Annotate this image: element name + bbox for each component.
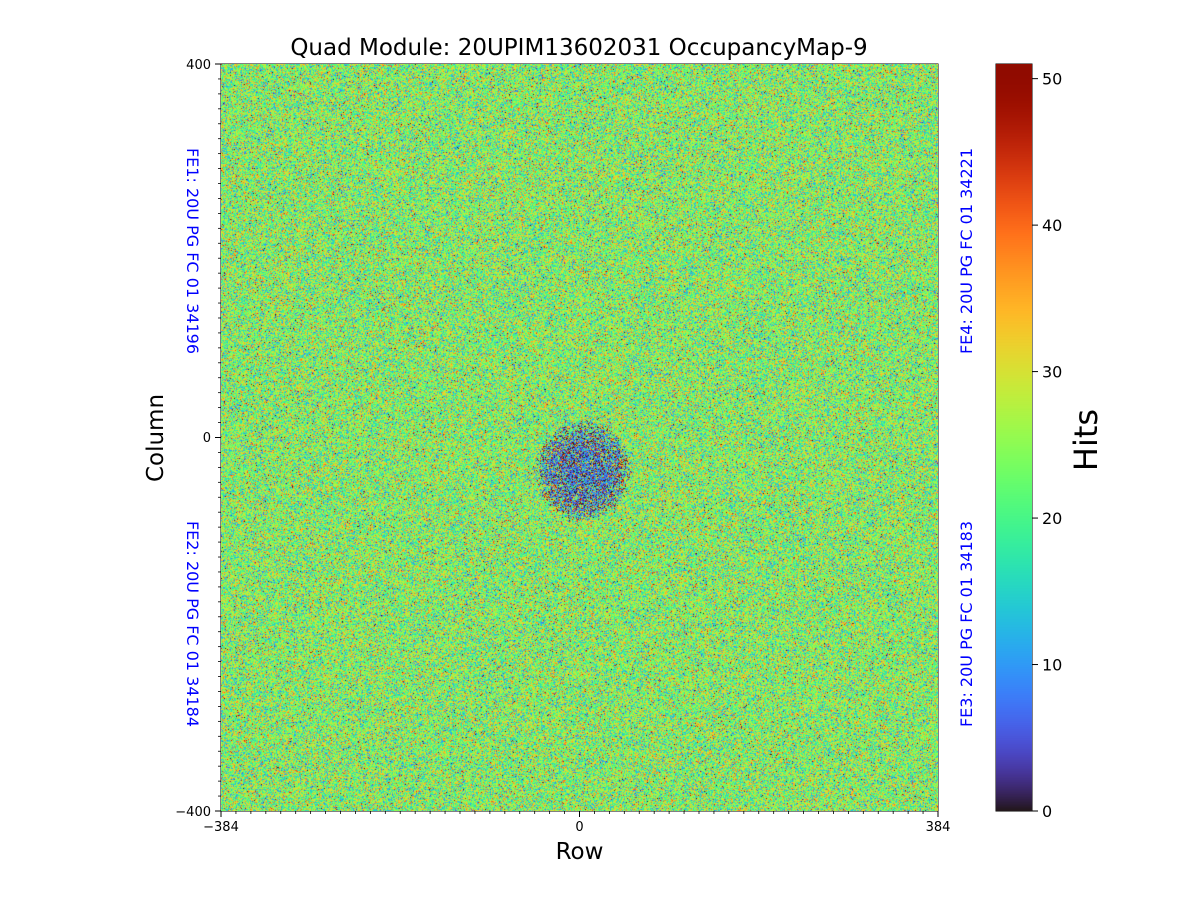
colorbar-label: Hits bbox=[1067, 409, 1105, 471]
major-ticks bbox=[215, 63, 939, 817]
quadrant-label-fe3: FE3: 20U PG FC 01 34183 bbox=[957, 521, 976, 727]
colorbar-tick-label: 40 bbox=[1042, 216, 1062, 235]
colorbar-tick-label: 0 bbox=[1042, 802, 1052, 821]
y-tick-label-max: 400 bbox=[186, 58, 211, 73]
colorbar-gradient bbox=[996, 64, 1032, 811]
x-tick-label-zero: 0 bbox=[575, 820, 583, 835]
colorbar-tick-label: 50 bbox=[1042, 70, 1062, 89]
colorbar-tick-label: 20 bbox=[1042, 509, 1062, 528]
x-axis-label: Row bbox=[556, 839, 604, 865]
quadrant-label-fe1: FE1: 20U PG FC 01 34196 bbox=[183, 148, 202, 354]
occupancy-heatmap bbox=[221, 64, 938, 811]
x-tick-label-min: −384 bbox=[203, 820, 239, 835]
y-axis-label: Column bbox=[143, 394, 169, 482]
colorbar-tick-label: 30 bbox=[1042, 363, 1062, 382]
minor-ticks bbox=[218, 78, 924, 814]
quadrant-label-fe2: FE2: 20U PG FC 01 34184 bbox=[183, 521, 202, 727]
colorbar-ticks: 0 10 20 30 40 50 bbox=[1032, 70, 1062, 821]
colorbar-tick-label: 10 bbox=[1042, 656, 1062, 675]
y-tick-label-zero: 0 bbox=[203, 431, 211, 446]
x-tick-label-max: 384 bbox=[926, 820, 951, 835]
chart-title: Quad Module: 20UPIM13602031 OccupancyMap… bbox=[290, 35, 867, 61]
y-tick-label-min: −400 bbox=[175, 805, 211, 820]
quadrant-label-fe4: FE4: 20U PG FC 01 34221 bbox=[957, 148, 976, 354]
